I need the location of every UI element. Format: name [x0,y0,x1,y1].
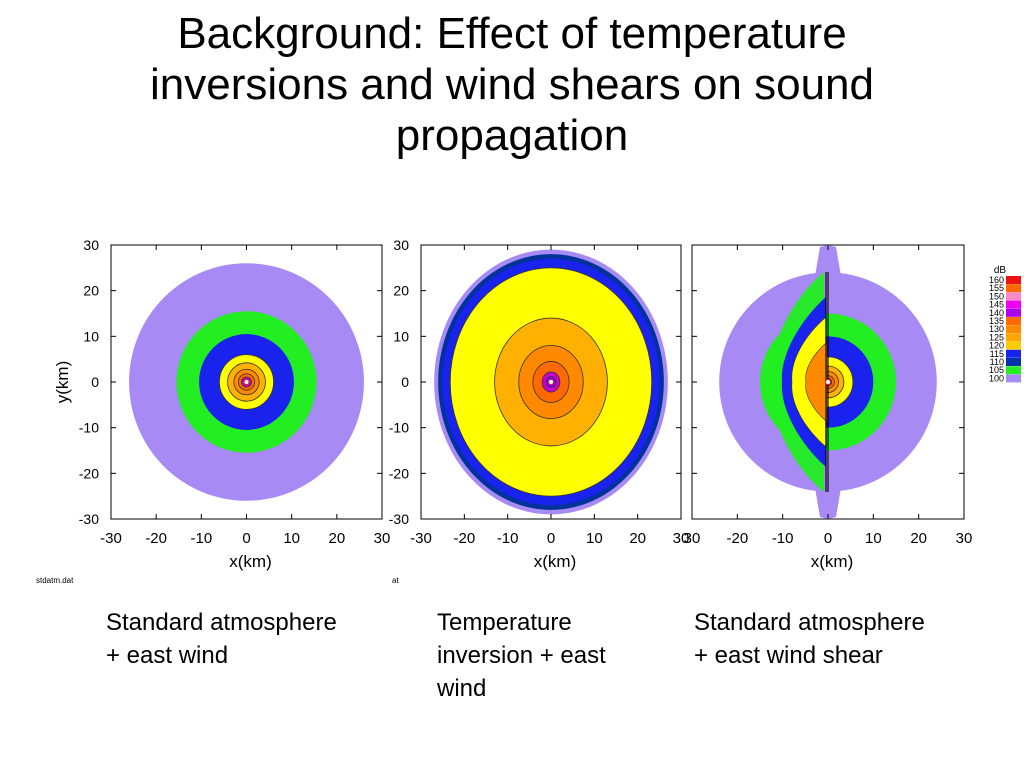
caption-2-line-3: wind [437,675,487,702]
y-tick-label: 0 [401,374,409,390]
caption-1-line-1: Standard atmosphere [106,609,337,636]
legend-swatch-120 [1006,341,1021,350]
file-label: stdatm.dat [36,576,74,585]
x-tick-label: 0 [242,530,250,547]
caption-2-line-2: inversion + east [437,642,606,669]
x-tick-label: -20 [726,530,748,547]
x-tick-label: -20 [145,530,167,547]
legend-swatch-155 [1006,284,1021,293]
legend-level-145: 145 [989,300,1004,310]
x-tick-label: 30 [673,530,690,547]
caption-3-line-1: Standard atmosphere [694,609,925,636]
legend-swatch-115 [1006,349,1021,358]
y-tick-label: 20 [83,283,99,299]
legend-swatch-160 [1006,276,1021,284]
db-legend: dB16015515014514013513012512011511010510… [989,265,1021,383]
y-tick-label: -20 [79,465,99,481]
legend-level-155: 155 [989,283,1004,293]
x-axis-label: x(km) [229,552,271,571]
legend-swatch-100 [1006,374,1021,383]
legend-unit: dB [994,265,1007,276]
title-line-2: inversions and wind shears on sound [149,60,874,110]
x-tick-label: 10 [586,530,603,547]
y-tick-label: 20 [393,283,409,299]
source-marker [825,379,831,385]
legend-level-110: 110 [990,357,1004,367]
legend-level-130: 130 [989,324,1004,334]
contour-plot-1: -30 -20 -10 0 10 20 30 30 20 10 0 -10 -20 -30 x(km) y(k… [36,237,390,585]
source-marker [243,379,250,385]
slide-title: Background: Effect of temperature invers… [60,8,964,161]
x-tick-label: -10 [772,530,794,547]
file-label: at [392,576,399,585]
legend-swatch-125 [1006,333,1021,342]
caption-temperature-inversion: Temperature inversion + east wind [437,606,606,705]
x-tick-label: 0 [824,530,832,547]
y-tick-label: 30 [83,237,99,253]
legend-swatch-110 [1006,358,1021,366]
legend-level-150: 150 [989,291,1004,301]
legend-level-140: 140 [989,308,1004,318]
x-tick-label: 30 [684,530,701,547]
source-marker [548,379,554,385]
x-axis-label: x(km) [811,552,853,571]
caption-1-line-2: + east wind [106,642,229,669]
y-tick-label: -30 [389,511,409,527]
x-tick-label: -30 [100,530,122,547]
caption-standard-east-wind: Standard atmosphere + east wind [106,606,337,672]
caption-standard-wind-shear: Standard atmosphere + east wind shear [694,606,925,672]
legend-level-120: 120 [989,341,1004,351]
legend-level-135: 135 [989,316,1004,326]
x-tick-label: 20 [910,530,927,547]
legend-swatch-135 [1006,317,1021,325]
x-tick-label: 30 [374,530,391,547]
x-tick-label: -10 [190,530,212,547]
legend-level-105: 105 [989,365,1004,375]
y-axis-label: y(km) [53,361,72,403]
contour-plot-3: 30 -20 -10 0 10 20 30 x(km) [684,244,973,571]
contour-plot-2: -30 -20 -10 0 10 20 30 30 20 10 0 -10 -20 -30 x(km) at [389,237,690,585]
legend-level-125: 125 [989,332,1004,342]
y-tick-label: 10 [393,328,409,344]
y-tick-label: 0 [91,374,99,390]
legend-swatch-105 [1006,366,1021,375]
x-tick-label: 10 [865,530,882,547]
legend-swatch-145 [1006,300,1021,309]
y-tick-label: -10 [389,420,409,436]
y-tick-label: 30 [393,237,409,253]
caption-2-line-1: Temperature [437,609,572,636]
caption-3-line-2: + east wind shear [694,642,883,669]
x-tick-label: 10 [283,530,300,547]
y-tick-label: -30 [79,511,99,527]
x-tick-label: -20 [453,530,475,547]
legend-level-100: 100 [989,373,1004,383]
x-tick-label: 20 [629,530,646,547]
legend-swatch-130 [1006,325,1021,334]
y-tick-label: 10 [83,328,99,344]
legend-level-160: 160 [989,275,1004,285]
title-line-1: Background: Effect of temperature [177,9,847,58]
x-axis-label: x(km) [534,552,576,571]
legend-swatch-150 [1006,292,1021,301]
shear-band-orange [805,341,828,423]
y-tick-label: -10 [79,420,99,436]
title-line-3: propagation [395,111,629,161]
legend-level-115: 115 [990,349,1004,359]
x-tick-label: 0 [547,530,555,547]
legend-swatch-140 [1006,308,1021,317]
x-tick-label: -30 [410,530,432,547]
x-tick-label: -10 [497,530,519,547]
x-tick-label: 20 [328,530,345,547]
y-tick-label: -20 [389,465,409,481]
x-tick-label: 30 [956,530,973,547]
